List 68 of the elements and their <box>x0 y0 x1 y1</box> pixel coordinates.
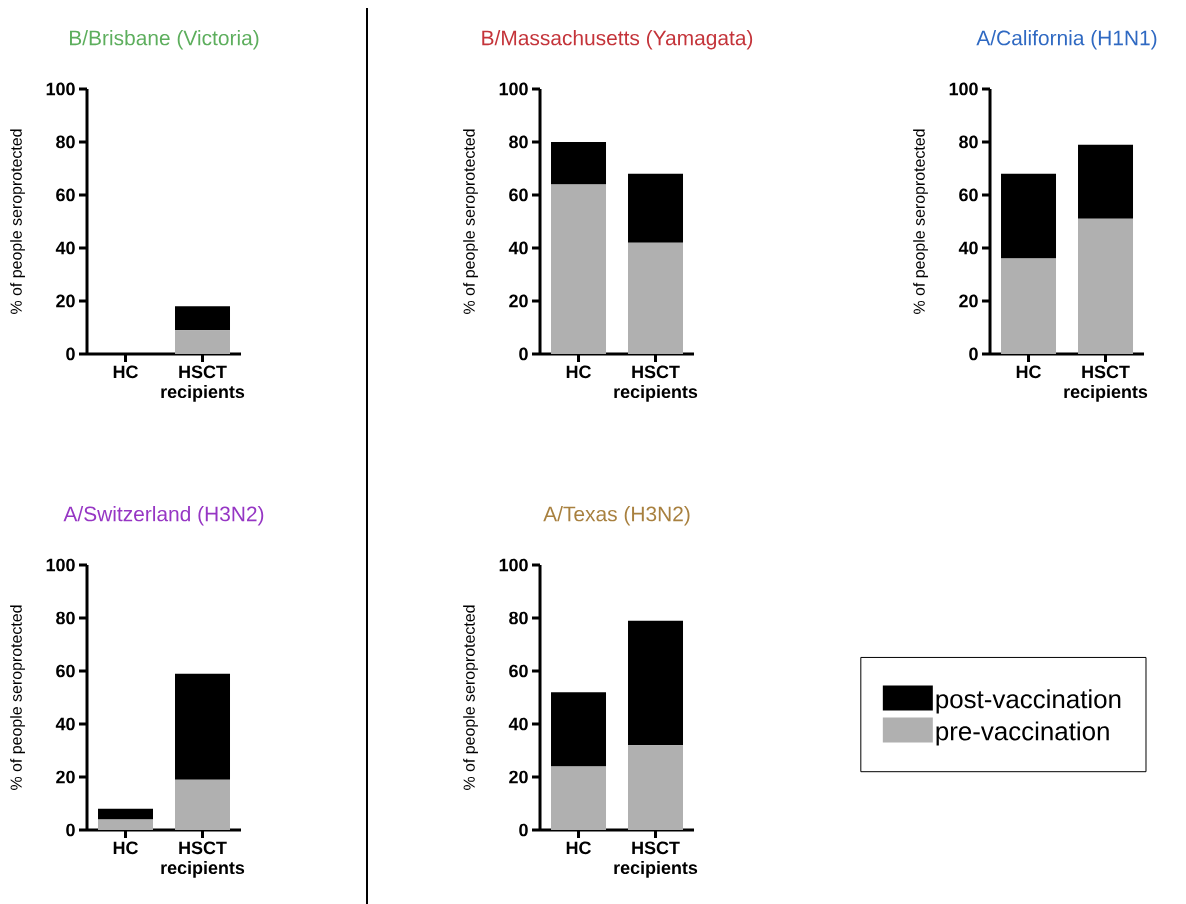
y-tick-label: 0 <box>519 347 528 361</box>
y-axis-title: % of people seroprotected <box>463 605 478 790</box>
y-tick-label: 20 <box>56 770 75 784</box>
y-tick-label: 0 <box>519 823 528 837</box>
y-tick-label: 0 <box>66 823 75 837</box>
x-tick-label: HC <box>566 365 591 379</box>
y-tick-label: 100 <box>949 82 978 96</box>
y-tick-label: 0 <box>969 347 978 361</box>
y-axis-title: % of people seroprotected <box>10 605 25 790</box>
chart-title: A/Texas (H3N2) <box>543 506 690 526</box>
x-tick-label: HSCT recipients <box>161 365 245 402</box>
y-tick-label: 20 <box>509 770 528 784</box>
bar <box>1001 258 1057 354</box>
y-tick-label: 40 <box>55 241 75 255</box>
y-tick-label: 40 <box>958 241 978 255</box>
y-tick-label: 100 <box>46 82 75 96</box>
y-tick-label: 20 <box>56 294 75 308</box>
y-tick-label: 40 <box>508 241 528 255</box>
y-tick-label: 100 <box>499 558 528 572</box>
x-tick-label: HSCT recipients <box>614 365 698 402</box>
chart-title: B/Massachusetts (Yamagata) <box>482 29 753 50</box>
y-axis-title: % of people seroprotected <box>10 129 25 314</box>
bar <box>175 673 231 780</box>
y-tick-label: 100 <box>499 82 528 96</box>
x-tick-label: HC <box>113 365 138 379</box>
y-tick-label: 40 <box>55 717 75 731</box>
y-tick-label: 60 <box>56 188 75 202</box>
x-tick-label: HSCT recipients <box>161 841 245 878</box>
x-tick-label: HC <box>1016 365 1041 379</box>
y-axis-title: % of people seroprotected <box>463 129 478 314</box>
bar <box>628 745 684 830</box>
y-tick-label: 80 <box>509 135 528 149</box>
bar <box>175 779 231 830</box>
y-tick-label: 20 <box>509 294 528 308</box>
x-tick-label: HSCT recipients <box>1064 365 1148 402</box>
y-tick-label: 60 <box>959 188 978 202</box>
x-tick-label: HSCT recipients <box>614 841 698 878</box>
bar <box>98 808 154 820</box>
bar <box>551 692 607 767</box>
chart-title: A/Switzerland (H3N2) <box>63 506 264 526</box>
x-tick-label: HC <box>113 841 138 855</box>
bar <box>551 141 607 185</box>
y-tick-label: 40 <box>508 717 528 731</box>
y-tick-label: 0 <box>66 347 75 361</box>
bar <box>628 242 684 354</box>
chart-title: B/Brisbane (Victoria) <box>69 29 259 50</box>
y-tick-label: 80 <box>959 135 978 149</box>
y-tick-label: 80 <box>509 611 528 625</box>
x-tick-label: HC <box>566 841 591 855</box>
y-tick-label: 80 <box>56 135 75 149</box>
bar <box>1001 173 1057 259</box>
y-tick-label: 60 <box>56 664 75 678</box>
y-tick-label: 60 <box>509 188 528 202</box>
bar <box>1078 218 1134 354</box>
legend-label: post-vaccination <box>936 689 1121 714</box>
legend-label: pre-vaccination <box>936 721 1109 746</box>
chart-title: A/California (H1N1) <box>976 29 1157 50</box>
bar <box>628 173 684 243</box>
bar <box>551 184 607 354</box>
y-tick-label: 60 <box>509 664 528 678</box>
y-axis-title: % of people seroprotected <box>913 129 928 314</box>
bar <box>98 819 154 830</box>
bar <box>1078 144 1134 219</box>
bar <box>628 620 684 746</box>
y-tick-label: 80 <box>56 611 75 625</box>
y-tick-label: 100 <box>46 558 75 572</box>
y-tick-label: 20 <box>959 294 978 308</box>
bar <box>551 766 607 830</box>
